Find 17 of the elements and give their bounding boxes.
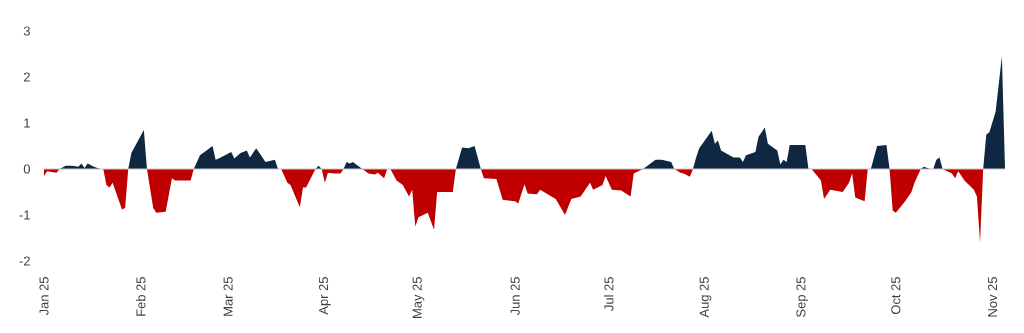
x-tick-label: Feb 25 bbox=[135, 277, 146, 316]
x-tick-label: Jan 25 bbox=[39, 277, 49, 316]
x-tick-label: Mar 25 bbox=[223, 277, 233, 316]
x-tick-label: Oct 25 bbox=[891, 277, 901, 315]
y-tick-label: -1 bbox=[19, 210, 30, 220]
x-tick-label: Jun 25 bbox=[510, 277, 520, 316]
y-tick-label: -2 bbox=[19, 256, 30, 266]
y-tick-label: 1 bbox=[24, 118, 30, 128]
x-tick-label: Nov 25 bbox=[987, 277, 998, 317]
x-tick-label: Aug 25 bbox=[699, 277, 712, 318]
y-tick-label: 2 bbox=[23, 72, 30, 82]
x-tick-label: May 25 bbox=[412, 277, 425, 318]
x-tick-label: Sep 25 bbox=[796, 277, 809, 317]
x-tick-label: Apr 25 bbox=[318, 277, 331, 315]
y-tick-label: 3 bbox=[23, 26, 30, 36]
y-tick-label: 0 bbox=[23, 164, 30, 174]
x-tick-label: Jul 25 bbox=[603, 277, 614, 311]
